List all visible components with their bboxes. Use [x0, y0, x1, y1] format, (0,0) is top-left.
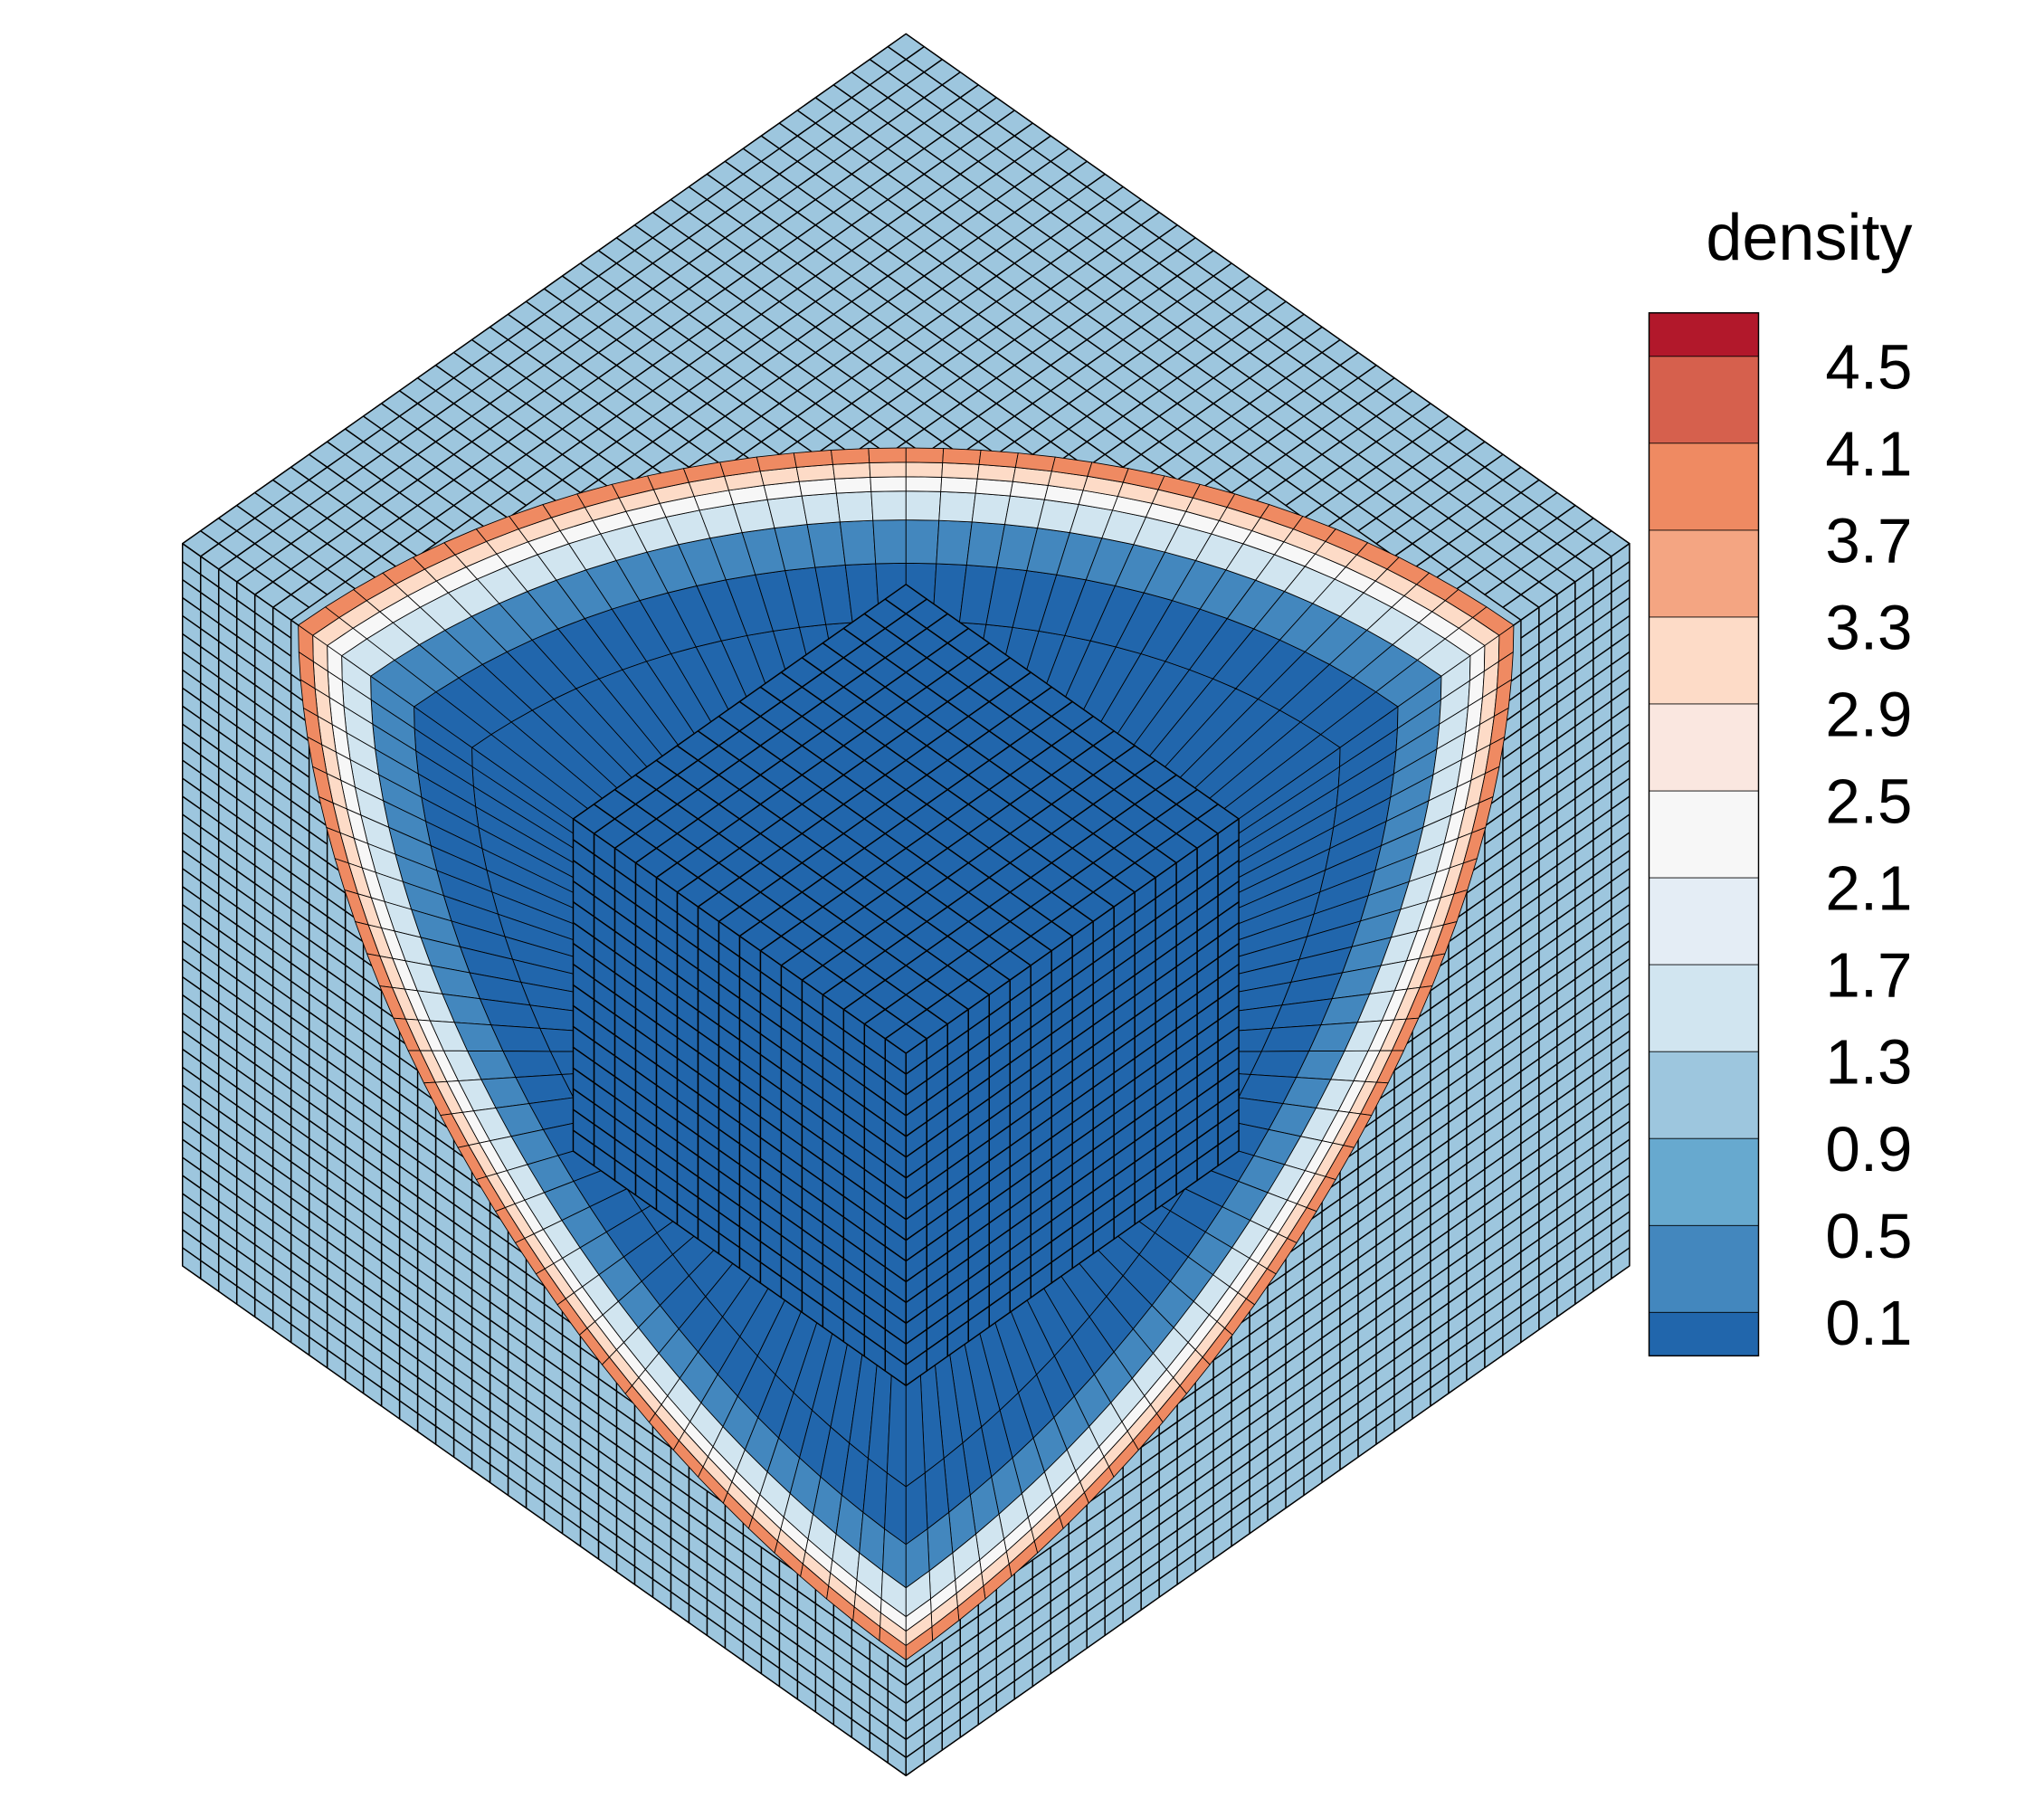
cut-surface-cell — [835, 490, 874, 523]
inner-cell — [884, 584, 928, 614]
colorbar-tick-label: 3.3 — [1825, 592, 1912, 662]
colorbar-title: density — [1706, 202, 1912, 274]
mesh-view — [181, 33, 1630, 1776]
colorbar-band — [1649, 791, 1759, 879]
mesh-cell — [1611, 1247, 1630, 1280]
cut-surface-cell — [834, 476, 872, 494]
colorbar-frame — [1648, 312, 1760, 1357]
colorbar-tick-label: 4.1 — [1825, 418, 1912, 489]
colorbar-tick-label: 1.3 — [1825, 1027, 1912, 1098]
cut-surface-cell — [832, 462, 871, 480]
cut-surface-cell — [905, 490, 942, 521]
mesh-cell — [887, 33, 926, 61]
colorbar-tick-label: 2.5 — [1825, 766, 1912, 837]
cut-surface-cell — [905, 476, 943, 492]
cut-surface-cell — [971, 492, 1011, 526]
cut-surface-cell — [870, 490, 907, 521]
mesh-cell — [181, 1247, 202, 1280]
cut-surface-cell — [936, 519, 973, 566]
colorbar-band — [1649, 1051, 1759, 1139]
colorbar-band — [1649, 1312, 1759, 1356]
colorbar-band — [1649, 312, 1759, 357]
colorbar-band — [1649, 616, 1759, 704]
cut-surface-cell — [839, 519, 877, 566]
cut-surface-cell — [868, 447, 907, 463]
colorbar-tick-label: 3.7 — [1825, 505, 1912, 576]
figure: density 0.1 0.5 0.9 1.3 1.7 2.1 2.5 2.9 3.3 3.7 4.… — [181, 33, 1913, 1776]
colorbar-tick-label: 0.5 — [1825, 1201, 1912, 1271]
colorbar-band — [1649, 356, 1759, 443]
colorbar-tick-label: 2.9 — [1825, 680, 1912, 750]
cut-surface-cell — [905, 519, 940, 565]
colorbar-band — [1649, 529, 1759, 617]
cut-surface-cell — [870, 476, 907, 492]
cut-surface-cell — [978, 450, 1019, 468]
cut-surface-cell — [793, 450, 833, 468]
colorbar-tick-label: 0.1 — [1825, 1288, 1912, 1358]
colorbar-band — [1649, 442, 1759, 530]
colorbar-band — [1649, 878, 1759, 966]
cut-surface-cell — [941, 462, 980, 480]
colorbar-band — [1649, 965, 1759, 1052]
cut-surface-cell — [905, 447, 945, 463]
cut-surface-cell — [869, 461, 907, 478]
inner-cell — [572, 1129, 595, 1167]
cut-surface-cell — [905, 1626, 934, 1660]
inner-cell — [1217, 1129, 1240, 1167]
colorbar-tick-label: 2.1 — [1825, 853, 1912, 924]
cut-surface-cell — [831, 448, 870, 465]
colorbar-tick-label: 4.5 — [1825, 331, 1912, 402]
colorbar-band — [1649, 1138, 1759, 1226]
colorbar-band — [1649, 703, 1759, 792]
cut-surface-cell — [801, 492, 841, 526]
cut-surface-cell — [766, 495, 808, 528]
colorbar-tick-label: 1.7 — [1825, 940, 1912, 1011]
colorbar-tick-label: 0.9 — [1825, 1114, 1912, 1184]
cut-surface-cell — [938, 490, 976, 523]
colorbar: density 0.1 0.5 0.9 1.3 1.7 2.1 2.5 2.9 3.3 3.7 4.… — [1648, 202, 1913, 1358]
colorbar-band — [1649, 1225, 1759, 1313]
cut-surface-cell — [905, 461, 944, 478]
cut-surface-cell — [942, 448, 982, 465]
cut-surface-cell — [872, 519, 907, 565]
cut-surface-cell — [940, 476, 978, 494]
